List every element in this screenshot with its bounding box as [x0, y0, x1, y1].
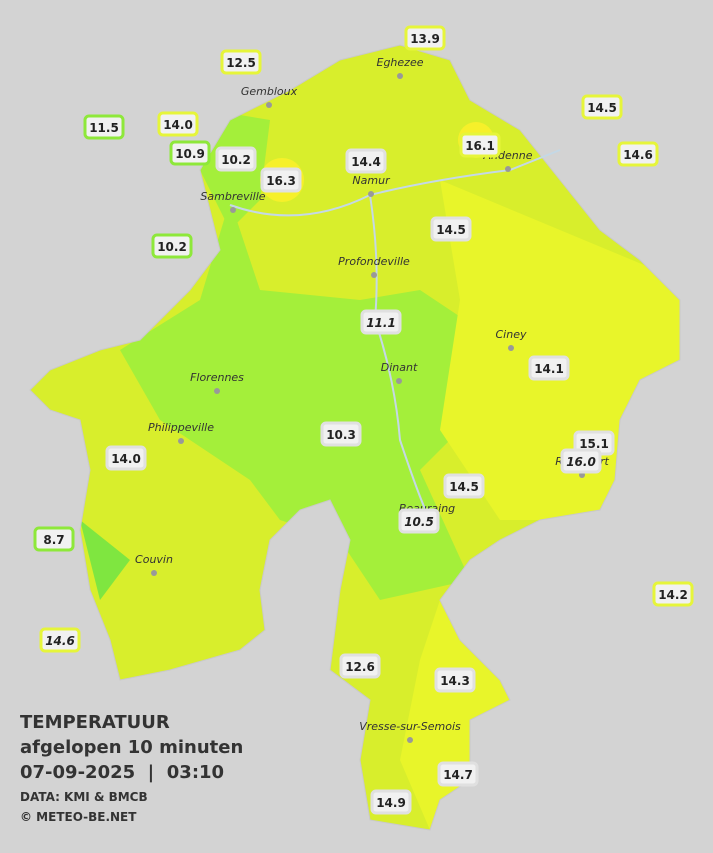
station-box	[652, 581, 694, 607]
station-box	[370, 789, 412, 815]
station-box	[560, 448, 602, 474]
station-box	[220, 49, 262, 75]
station-temp: 14.2	[658, 588, 688, 602]
station-box	[260, 167, 302, 193]
station-box	[157, 111, 199, 137]
city-dot	[396, 378, 402, 384]
station-box	[459, 132, 501, 158]
city-dot	[407, 737, 413, 743]
city-name: Florennes	[190, 371, 244, 384]
station-box	[169, 140, 211, 166]
station-box	[39, 627, 81, 653]
station-box	[105, 445, 147, 471]
station-temp: 14.7	[443, 768, 473, 782]
city-dot	[214, 388, 220, 394]
station-box	[430, 216, 472, 242]
city-dot	[230, 207, 236, 213]
station-temp: 10.2	[221, 153, 251, 167]
station-temp: 10.2	[157, 240, 187, 254]
city-name: Vresse-sur-Semois	[359, 720, 461, 733]
city-dot	[368, 191, 374, 197]
station-temp: 11.1	[366, 316, 396, 330]
station-temp: 8.7	[43, 533, 64, 547]
station-temp: 14.3	[440, 674, 470, 688]
city-name: Philippeville	[148, 421, 214, 434]
station-temp: 10.5	[404, 515, 434, 529]
city-name: Eghezee	[377, 56, 424, 69]
station-temp: 10.3	[326, 428, 356, 442]
station-box	[215, 146, 257, 172]
station-temp: 14.5	[449, 480, 479, 494]
city-dot	[508, 345, 514, 351]
station-temp: 12.5	[226, 56, 256, 70]
station-temp: 16.1	[465, 139, 495, 153]
station-temp: 14.0	[163, 118, 193, 132]
station-temp: 16.0	[566, 455, 596, 469]
station-box	[360, 309, 402, 335]
city-dot	[151, 570, 157, 576]
station-temp: 14.9	[376, 796, 406, 810]
station-temp: 12.6	[345, 660, 375, 674]
city-dot	[178, 438, 184, 444]
station-box	[581, 94, 623, 120]
station-box	[398, 508, 440, 534]
station-temp: 14.1	[534, 362, 564, 376]
city-dot	[371, 272, 377, 278]
city-dot	[397, 73, 403, 79]
station-temp: 13.9	[410, 32, 440, 46]
subtitle: afgelopen 10 minuten	[20, 737, 244, 758]
river	[369, 194, 431, 521]
station-temp: 11.5	[89, 121, 119, 135]
station-box	[404, 25, 446, 51]
city-name: Dinant	[381, 361, 418, 374]
station-temp: 10.9	[175, 147, 205, 161]
station-box	[345, 148, 387, 174]
station-box	[443, 473, 485, 499]
station-box	[437, 761, 479, 787]
city-name: Profondeville	[338, 255, 410, 268]
station-temp: 14.4	[351, 155, 381, 169]
station-box	[320, 421, 362, 447]
city-name: Sambreville	[200, 190, 265, 203]
station-temp: 16.3	[266, 174, 296, 188]
station-box	[339, 653, 381, 679]
source: DATA: KMI & BMCB	[20, 790, 148, 804]
station-temp: 14.5	[436, 223, 466, 237]
station-temp: 14.6	[45, 634, 75, 648]
station-temp: 14.5	[587, 101, 617, 115]
station-box	[434, 667, 476, 693]
city-dot	[266, 102, 272, 108]
city-name: Gembloux	[241, 85, 298, 98]
station-temp: 15.1	[579, 437, 609, 451]
title: TEMPERATUUR	[20, 712, 170, 733]
city-name: Namur	[352, 174, 391, 187]
station-temp: 14.6	[623, 148, 653, 162]
copyright: © METEO-BE.NET	[20, 810, 137, 824]
station-box	[528, 355, 570, 381]
city-dot	[505, 166, 511, 172]
station-temp: 14.0	[111, 452, 141, 466]
station-box	[617, 141, 659, 167]
city-name: Ciney	[496, 328, 527, 341]
city-name: Couvin	[135, 553, 173, 566]
station-box	[151, 233, 193, 259]
datetime: 07-09-2025 | 03:10	[20, 762, 225, 783]
station-box	[33, 526, 75, 552]
station-box	[83, 114, 125, 140]
